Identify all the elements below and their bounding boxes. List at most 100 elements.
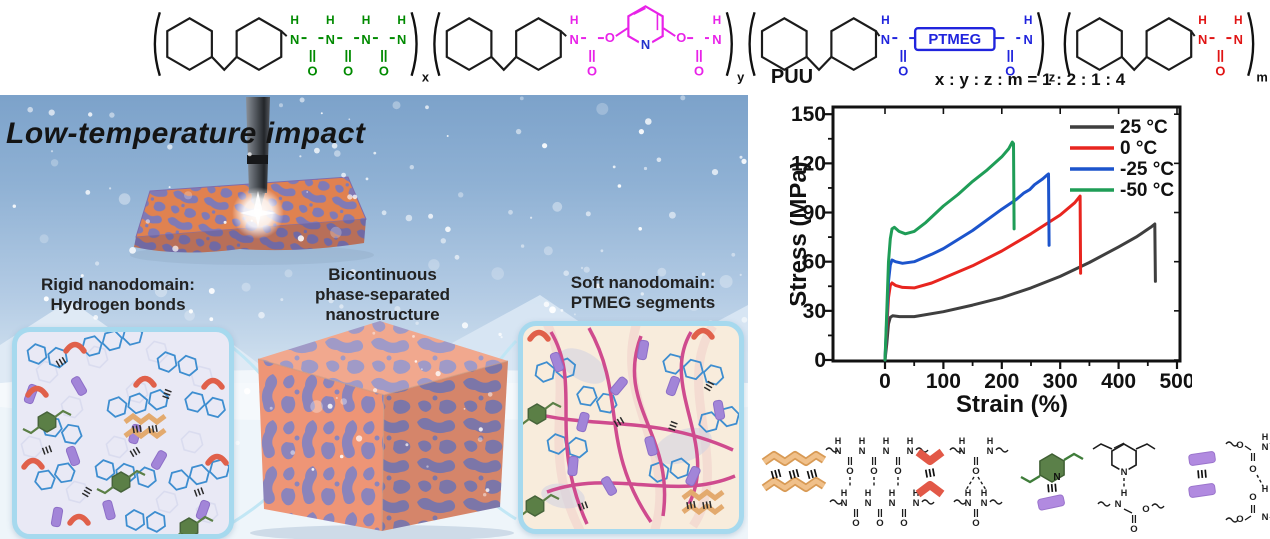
svg-text:100: 100 (926, 370, 961, 393)
svg-text:N: N (1115, 499, 1122, 510)
svg-text:O: O (894, 466, 901, 477)
svg-text:N: N (1262, 442, 1269, 453)
chart-legend: 25 °C0 °C-25 °C-50 °C (1070, 117, 1174, 201)
svg-text:500: 500 (1159, 370, 1192, 393)
svg-text:O: O (876, 518, 883, 529)
svg-text:N: N (865, 498, 872, 509)
svg-text:H: H (965, 488, 972, 498)
svg-text:N: N (1053, 472, 1060, 483)
svg-text:Stress (MPa): Stress (MPa) (790, 161, 812, 306)
svg-text:N: N (913, 498, 920, 509)
svg-text:PTMEG: PTMEG (928, 32, 981, 48)
svg-text:O: O (972, 466, 979, 477)
svg-text:O: O (694, 64, 704, 79)
svg-text:H: H (913, 488, 920, 498)
soft-label-line2: PTMEG segments (570, 293, 716, 312)
rigid-nanodomain-panel (12, 327, 234, 539)
bicont-label-line1: Bicontinuous (328, 265, 437, 284)
svg-text:N: N (981, 498, 988, 509)
svg-text:O: O (1249, 492, 1256, 503)
svg-text:H: H (1024, 13, 1033, 27)
svg-text:N: N (1121, 467, 1128, 478)
svg-text:H: H (570, 13, 579, 27)
svg-text:150: 150 (791, 103, 826, 126)
chart-frame (831, 105, 1182, 363)
svg-text:O: O (676, 30, 686, 45)
series-0 °C (883, 194, 1083, 362)
bicontinuous-cube (250, 321, 514, 539)
svg-text:H: H (959, 436, 966, 446)
svg-text:N: N (1198, 32, 1207, 47)
svg-text:z: z (1049, 70, 1055, 85)
svg-text:x: x (422, 70, 430, 85)
impactor (232, 97, 284, 239)
svg-text:H: H (883, 436, 890, 446)
svg-text:O: O (1130, 524, 1137, 535)
svg-text:N: N (859, 446, 866, 457)
svg-text:N: N (570, 32, 579, 47)
svg-text:30: 30 (803, 300, 826, 323)
svg-text:H: H (397, 13, 406, 27)
svg-text:H: H (841, 488, 848, 498)
svg-text:H: H (1198, 13, 1207, 27)
svg-text:m: m (1256, 70, 1267, 85)
svg-text:H: H (290, 13, 299, 27)
svg-text:O: O (852, 518, 859, 529)
svg-text:N: N (987, 446, 994, 457)
svg-text:N: N (965, 498, 972, 509)
svg-text:O: O (870, 466, 877, 477)
svg-text:0: 0 (879, 370, 891, 393)
bicontinuous-label: Bicontinuous phase-separated nanostructu… (280, 265, 485, 325)
svg-text:H: H (859, 436, 866, 446)
svg-text:Strain (%): Strain (%) (956, 391, 1068, 418)
series-25 °C (883, 222, 1157, 362)
svg-text:N: N (835, 446, 842, 457)
block-ratio: x : y : z : m = 1 : 2 : 1 : 4 (934, 70, 1126, 89)
svg-text:H: H (1262, 484, 1269, 494)
stress-strain-chart: 0 100 200 300 400 500 0 30 60 90 120 150 Strain (%) S… (790, 95, 1192, 439)
series--25 °C (883, 172, 1051, 362)
svg-text:H: H (889, 488, 896, 498)
bicont-label-line3: nanostructure (325, 305, 440, 324)
rigid-label-line1: Rigid nanodomain: (41, 275, 195, 294)
svg-text:H: H (881, 13, 890, 27)
svg-text:O: O (605, 30, 615, 45)
svg-text:O: O (307, 64, 317, 79)
impact-scene: Low-temperature impact Rigid nanodomain:… (0, 95, 748, 539)
scene-title: Low-temperature impact (6, 117, 366, 150)
svg-text:N: N (397, 32, 406, 47)
svg-text:O: O (379, 64, 389, 79)
svg-text:N: N (841, 498, 848, 509)
svg-text:H: H (907, 436, 914, 446)
svg-text:O: O (898, 64, 908, 79)
svg-text:O: O (1236, 514, 1243, 525)
svg-text:O: O (1142, 504, 1149, 515)
svg-text:0: 0 (814, 349, 826, 372)
svg-text:O: O (1215, 64, 1225, 79)
svg-text:H: H (1234, 13, 1243, 27)
series--50 °C (883, 140, 1016, 362)
svg-text:25 °C: 25 °C (1120, 117, 1168, 138)
svg-text:200: 200 (984, 370, 1019, 393)
svg-text:O: O (846, 466, 853, 477)
svg-text:60: 60 (803, 251, 826, 274)
svg-text:H: H (326, 13, 335, 27)
svg-text:N: N (881, 32, 890, 47)
svg-text:400: 400 (1101, 370, 1136, 393)
svg-text:H: H (1262, 432, 1269, 442)
soft-label-line1: Soft nanodomain: (570, 273, 716, 292)
svg-text:N: N (641, 37, 650, 52)
svg-text:N: N (883, 446, 890, 457)
svg-text:H: H (987, 436, 994, 446)
svg-text:H: H (865, 488, 872, 498)
svg-text:N: N (889, 498, 896, 509)
svg-text:N: N (361, 32, 370, 47)
svg-text:O: O (1249, 464, 1256, 475)
bicont-label-line2: phase-separated (314, 285, 451, 304)
svg-text:H: H (713, 13, 722, 27)
svg-text:-25 °C: -25 °C (1120, 159, 1174, 180)
